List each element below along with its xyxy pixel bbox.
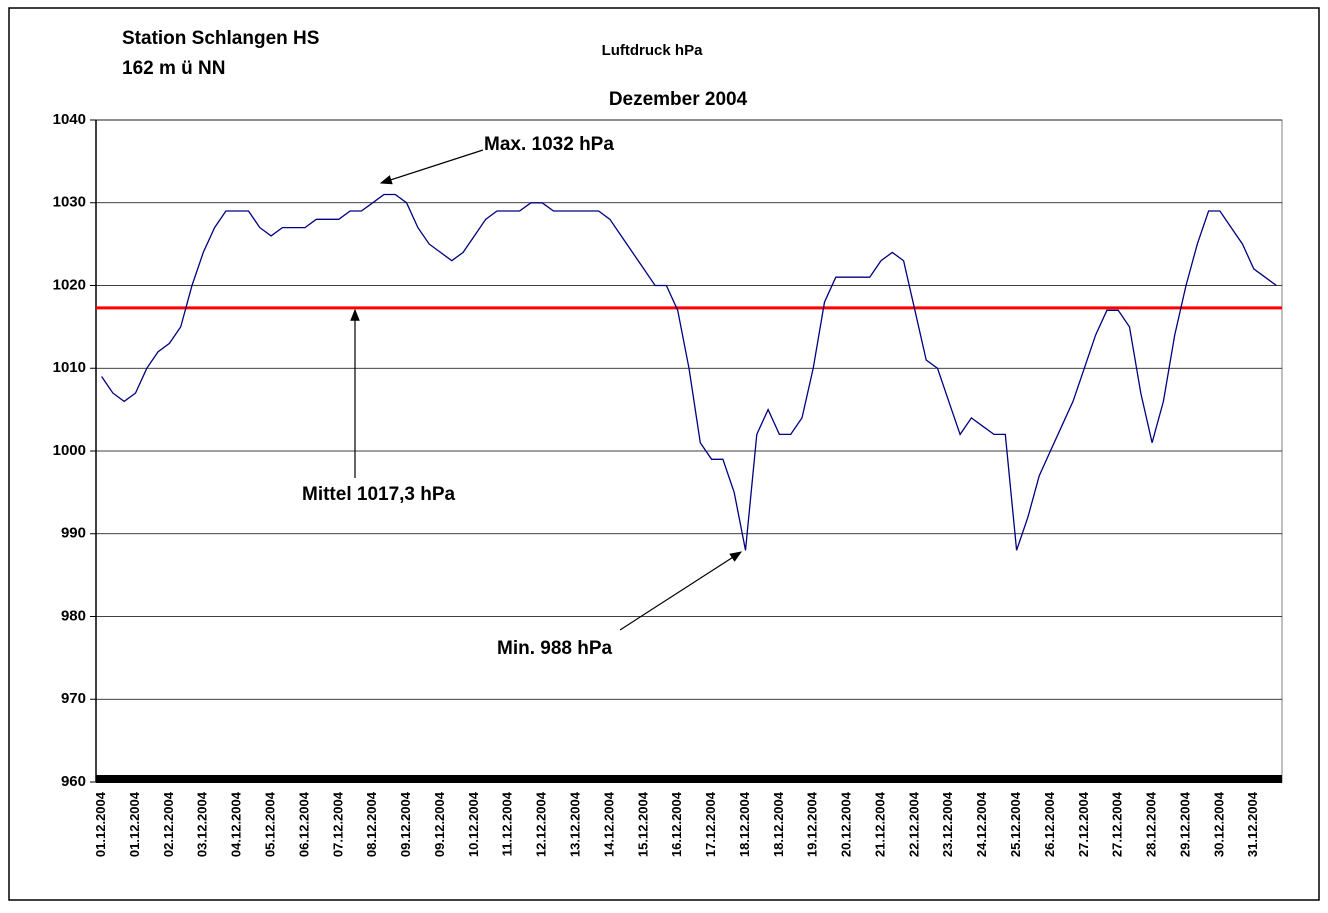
x-tick-label: 16.12.2004	[669, 791, 684, 857]
x-tick-label: 27.12.2004	[1110, 791, 1125, 857]
y-tick-label: 980	[61, 607, 86, 624]
chart-title: Luftdruck hPa	[602, 42, 703, 59]
x-tick-label: 02.12.2004	[161, 791, 176, 857]
y-tick-label: 1030	[53, 194, 86, 211]
y-tick-label: 1040	[53, 111, 86, 128]
x-tick-label: 19.12.2004	[805, 791, 820, 857]
x-tick-label: 13.12.2004	[567, 791, 582, 857]
x-tick-label: 15.12.2004	[635, 791, 650, 857]
x-tick-label: 26.12.2004	[1042, 791, 1057, 857]
x-tick-label: 18.12.2004	[737, 791, 752, 857]
y-tick-label: 1000	[53, 442, 86, 459]
x-tick-label: 01.12.2004	[93, 791, 108, 857]
x-tick-label: 03.12.2004	[195, 791, 210, 857]
x-tick-label: 29.12.2004	[1177, 791, 1192, 857]
x-tick-label: 12.12.2004	[534, 791, 549, 857]
y-tick-label: 1010	[53, 359, 86, 376]
y-tick-label: 1020	[53, 276, 86, 293]
x-tick-label: 24.12.2004	[974, 791, 989, 857]
x-tick-label: 11.12.2004	[500, 791, 515, 856]
x-tick-label: 25.12.2004	[1008, 791, 1023, 857]
pressure-line	[101, 193, 1277, 551]
max-arrow	[379, 149, 484, 185]
x-tick-label: 09.12.2004	[432, 791, 447, 857]
station-height: 162 m ü NN	[122, 58, 225, 79]
x-tick-label: 22.12.2004	[906, 791, 921, 857]
x-tick-label: 01.12.2004	[127, 791, 142, 857]
x-tick-label: 10.12.2004	[466, 791, 481, 857]
x-tick-label: 30.12.2004	[1211, 791, 1226, 857]
x-tick-label: 05.12.2004	[263, 791, 278, 857]
x-tick-label: 18.12.2004	[771, 791, 786, 857]
mean-annotation: Mittel 1017,3 hPa	[302, 484, 456, 505]
x-tick-label: 04.12.2004	[229, 791, 244, 857]
x-tick-label: 21.12.2004	[872, 791, 887, 857]
chart-subtitle: Dezember 2004	[609, 89, 748, 110]
x-axis-ticks	[96, 775, 1282, 783]
min-annotation: Min. 988 hPa	[497, 638, 613, 659]
x-tick-label: 08.12.2004	[364, 791, 379, 857]
max-annotation: Max. 1032 hPa	[484, 134, 614, 155]
y-tick-label: 960	[61, 773, 86, 790]
x-tick-label: 06.12.2004	[296, 791, 311, 857]
station-name: Station Schlangen HS	[122, 28, 319, 49]
min-arrow	[619, 551, 743, 631]
x-tick-label: 14.12.2004	[601, 791, 616, 857]
x-tick-label: 28.12.2004	[1144, 791, 1159, 857]
x-tick-label: 31.12.2004	[1245, 791, 1260, 857]
x-tick-label: 23.12.2004	[940, 791, 955, 857]
x-tick-label: 20.12.2004	[839, 791, 854, 857]
x-tick-label: 09.12.2004	[398, 791, 413, 857]
y-tick-label: 990	[61, 525, 86, 542]
x-tick-label: 17.12.2004	[703, 791, 718, 857]
x-tick-label: 27.12.2004	[1076, 791, 1091, 857]
x-tick-label: 07.12.2004	[330, 791, 345, 857]
y-tick-label: 970	[61, 690, 86, 707]
